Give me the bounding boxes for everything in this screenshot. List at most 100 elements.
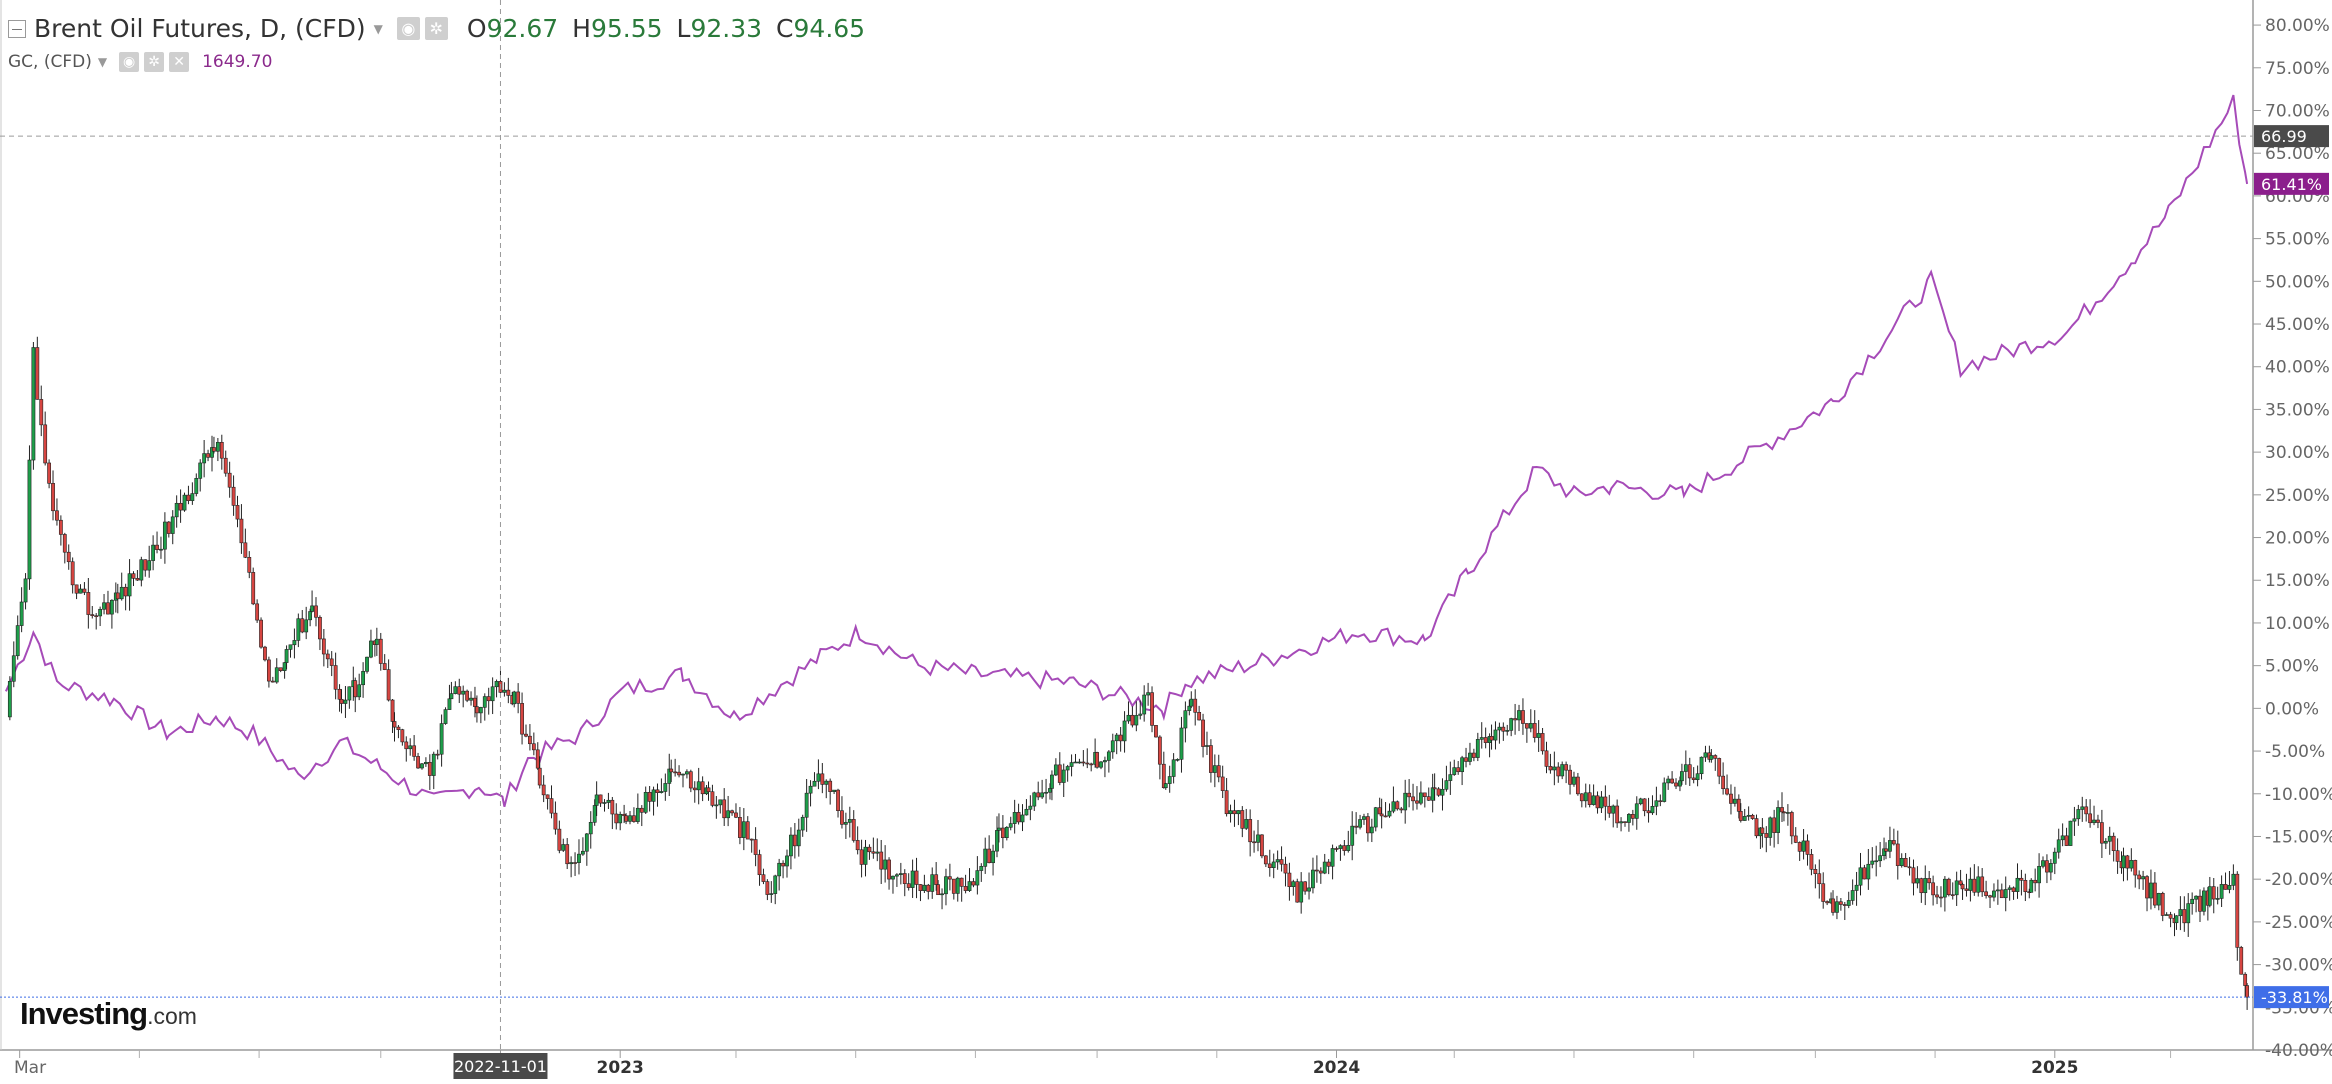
candle-body [190, 493, 195, 501]
candle-body [847, 819, 852, 823]
x-tick-label: Mar [14, 1058, 46, 1078]
chevron-down-icon[interactable]: ▼ [373, 21, 383, 36]
gold-comparison-line [4, 94, 2249, 807]
candle-body [427, 761, 432, 776]
candle-body [549, 798, 554, 814]
candle-body [1958, 880, 1963, 885]
chevron-down-icon[interactable]: ▼ [97, 55, 108, 69]
candle-body [1888, 840, 1892, 852]
candle-body [270, 680, 275, 683]
main-symbol-label[interactable]: Brent Oil Futures, D, (CFD) [34, 14, 366, 43]
candle-body [1189, 698, 1194, 707]
candle-body [1817, 873, 1822, 885]
candle-body [855, 840, 860, 851]
collapse-icon[interactable] [8, 19, 26, 38]
candle-body [1263, 855, 1268, 865]
candle-body [310, 605, 314, 612]
candle-body [632, 815, 636, 822]
candle-body [1032, 792, 1037, 807]
eye-icon[interactable]: ◉ [396, 17, 420, 40]
candle-body [1334, 848, 1339, 850]
candle-body [166, 521, 171, 534]
candle-body [1426, 796, 1431, 801]
eye-icon[interactable]: ◉ [119, 52, 140, 72]
candle-body [1232, 810, 1237, 815]
candle-body [598, 794, 603, 804]
x-tick-label: 2025 [2031, 1058, 2078, 1078]
y-tick-label: -30.00% [2265, 956, 2332, 976]
candle-body [1782, 811, 1786, 814]
settings-icon[interactable]: ✲ [424, 17, 448, 40]
candle-body [1314, 869, 1319, 872]
candle-body [1114, 734, 1119, 742]
candle-body [1709, 755, 1714, 760]
candle-body [1630, 814, 1635, 819]
candle-body [308, 611, 313, 621]
candle-body [812, 780, 817, 787]
candle-body [1699, 756, 1704, 775]
candle-body [151, 544, 156, 561]
candle-body [329, 658, 334, 666]
candle-body [1607, 805, 1612, 814]
candle-body [1379, 813, 1384, 817]
candle-body [995, 830, 999, 852]
candle-body [840, 810, 844, 825]
candle-body [1646, 810, 1651, 814]
compare-symbol-label[interactable]: GC, (CFD) [8, 52, 92, 72]
candle-body [1440, 788, 1445, 796]
y-tick-label: 55.00% [2265, 230, 2330, 250]
candle-body [1599, 796, 1604, 809]
candle-body [1322, 861, 1327, 874]
candle-body [1591, 795, 1596, 805]
candle-body [955, 877, 960, 894]
candle-body [473, 697, 477, 707]
candle-body [537, 767, 542, 786]
candle-body [2125, 855, 2130, 869]
y-tick-label: 80.00% [2265, 16, 2330, 36]
candle-body [2141, 876, 2145, 880]
candle-body [1654, 800, 1659, 807]
candle-body [139, 559, 144, 581]
candle-body [1279, 859, 1284, 865]
candle-body [2084, 806, 2089, 815]
candle-body [1430, 787, 1435, 801]
candle-body [170, 516, 175, 534]
candle-body [1275, 859, 1280, 863]
candle-body [1923, 878, 1928, 894]
candle-body [263, 646, 267, 661]
candle-body [486, 696, 491, 702]
candle-body [1568, 769, 1572, 785]
candle-body [1524, 723, 1529, 729]
candle-body [1138, 713, 1143, 716]
candle-body [997, 827, 1001, 831]
candle-body [416, 756, 420, 769]
close-icon[interactable]: ✕ [169, 52, 190, 72]
candle-body [677, 771, 681, 776]
candle-body [1862, 867, 1867, 880]
candle-body [382, 663, 387, 670]
candle-body [524, 733, 528, 737]
candle-body [1008, 823, 1013, 828]
candle-body [82, 588, 87, 593]
brent-last-value-badge [2254, 986, 2329, 1009]
candle-body [1760, 827, 1765, 834]
candle-body [1171, 759, 1176, 777]
candle-body [902, 873, 907, 884]
candle-body [643, 792, 648, 813]
candle-body [891, 875, 895, 880]
candle-body [1964, 888, 1969, 891]
candle-body [871, 851, 876, 854]
candle-body [278, 667, 283, 671]
candle-body [851, 819, 856, 841]
y-tick-label: 45.00% [2265, 315, 2330, 335]
candle-body [1311, 869, 1315, 889]
settings-icon[interactable]: ✲ [144, 52, 165, 72]
candle-body [461, 690, 466, 695]
candle-body [431, 753, 436, 776]
candle-body [1012, 812, 1017, 824]
candle-body [1946, 878, 1951, 896]
candle-body [47, 462, 52, 484]
candle-body [618, 813, 623, 824]
